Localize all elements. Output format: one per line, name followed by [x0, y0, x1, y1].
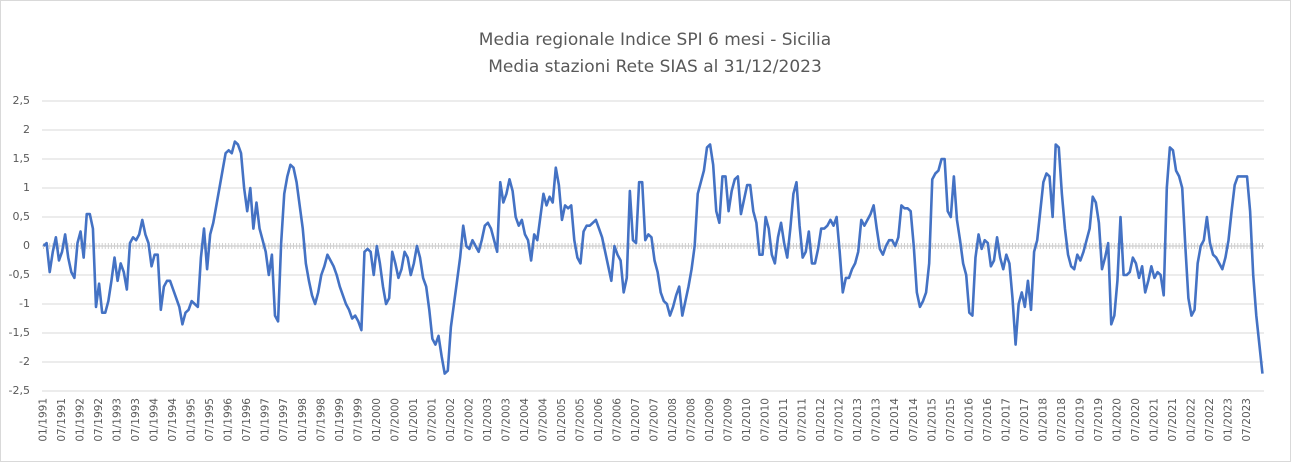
y-tick-label: 2 — [23, 123, 30, 136]
x-tick-label: 07/2022 — [1204, 398, 1216, 442]
x-tick-label: 01/1996 — [223, 398, 235, 442]
x-tick-label: 01/2019 — [1074, 398, 1086, 442]
chart-subtitle: Media stazioni Rete SIAS al 31/12/2023 — [488, 57, 822, 77]
x-tick-label: 07/2003 — [500, 398, 512, 442]
x-tick-label: 07/1991 — [56, 398, 68, 442]
x-tick-label: 01/2022 — [1185, 398, 1197, 442]
y-tick-label: 0 — [23, 239, 30, 252]
x-tick-label: 01/1991 — [38, 398, 50, 442]
x-tick-label: 01/1992 — [75, 398, 87, 442]
x-tick-label: 07/2004 — [537, 398, 549, 442]
x-tick-label: 01/2001 — [408, 398, 420, 442]
y-tick-label: 1 — [23, 181, 30, 194]
x-tick-label: 01/2007 — [630, 398, 642, 442]
x-tick-label: 01/1998 — [297, 398, 309, 442]
x-tick-label: 01/2015 — [926, 398, 938, 442]
y-tick-label: -1 — [19, 297, 30, 310]
x-tick-label: 01/1997 — [260, 398, 272, 442]
x-tick-label: 07/2015 — [945, 398, 957, 442]
x-tick-label: 07/2023 — [1241, 398, 1253, 442]
x-tick-label: 07/1992 — [93, 398, 105, 442]
x-tick-label: 07/2010 — [760, 398, 772, 442]
x-tick-label: 01/2005 — [556, 398, 568, 442]
chart-title: Media regionale Indice SPI 6 mesi - Sici… — [479, 30, 831, 50]
x-tick-label: 01/1995 — [186, 398, 198, 442]
x-tick-label: 07/2019 — [1093, 398, 1105, 442]
x-tick-label: 01/2012 — [815, 398, 827, 442]
x-tick-label: 01/2021 — [1148, 398, 1160, 442]
x-tick-label: 01/2016 — [963, 398, 975, 442]
x-tick-label: 07/1998 — [315, 398, 327, 442]
y-tick-label: -0,5 — [9, 268, 30, 281]
x-tick-label: 01/2010 — [741, 398, 753, 442]
x-tick-label: 07/1993 — [130, 398, 142, 442]
x-tick-label: 07/2006 — [612, 398, 624, 442]
x-tick-label: 01/2017 — [1000, 398, 1012, 442]
x-tick-label: 01/2020 — [1111, 398, 1123, 442]
x-tick-label: 07/1994 — [167, 398, 179, 442]
x-tick-label: 01/2003 — [482, 398, 494, 442]
x-tick-label: 07/2013 — [871, 398, 883, 442]
x-tick-label: 07/2017 — [1019, 398, 1031, 442]
x-tick-label: 07/2021 — [1167, 398, 1179, 442]
y-tick-label: -2 — [19, 355, 30, 368]
y-tick-label: -1,5 — [9, 326, 30, 339]
x-tick-label: 07/2007 — [649, 398, 661, 442]
y-tick-label: -2,5 — [9, 384, 30, 397]
x-tick-label: 01/2011 — [778, 398, 790, 442]
y-tick-label: 0,5 — [13, 210, 31, 223]
x-tick-label: 01/2008 — [667, 398, 679, 442]
x-tick-label: 01/2023 — [1223, 398, 1235, 442]
x-tick-label: 01/2006 — [593, 398, 605, 442]
x-tick-label: 07/2002 — [463, 398, 475, 442]
x-tick-label: 07/2000 — [389, 398, 401, 442]
x-tick-label: 07/2018 — [1056, 398, 1068, 442]
x-tick-label: 01/2009 — [704, 398, 716, 442]
x-tick-label: 07/2012 — [834, 398, 846, 442]
x-tick-label: 07/1996 — [241, 398, 253, 442]
x-tick-label: 07/2008 — [686, 398, 698, 442]
x-tick-label: 07/2009 — [723, 398, 735, 442]
x-tick-label: 01/1999 — [334, 398, 346, 442]
x-tick-label: 01/2000 — [371, 398, 383, 442]
line-series — [42, 140, 1264, 375]
x-tick-label: 01/1993 — [112, 398, 124, 442]
y-tick-label: 1,5 — [13, 152, 31, 165]
x-tick-label: 01/1994 — [149, 398, 161, 442]
x-tick-label: 07/1997 — [278, 398, 290, 442]
x-tick-label: 07/2001 — [426, 398, 438, 442]
x-tick-label: 01/2014 — [889, 398, 901, 442]
x-tick-label: 07/2020 — [1130, 398, 1142, 442]
x-tick-label: 07/1999 — [352, 398, 364, 442]
x-tick-label: 01/2004 — [519, 398, 531, 442]
x-tick-label: 01/2013 — [852, 398, 864, 442]
y-tick-label: 2,5 — [13, 94, 31, 107]
x-tick-label: 07/2011 — [797, 398, 809, 442]
x-tick-label: 01/2002 — [445, 398, 457, 442]
x-tick-label: 07/1995 — [204, 398, 216, 442]
x-tick-label: 01/2018 — [1037, 398, 1049, 442]
x-tick-label: 07/2016 — [982, 398, 994, 442]
x-tick-label: 07/2014 — [908, 398, 920, 442]
x-tick-label: 07/2005 — [574, 398, 586, 442]
